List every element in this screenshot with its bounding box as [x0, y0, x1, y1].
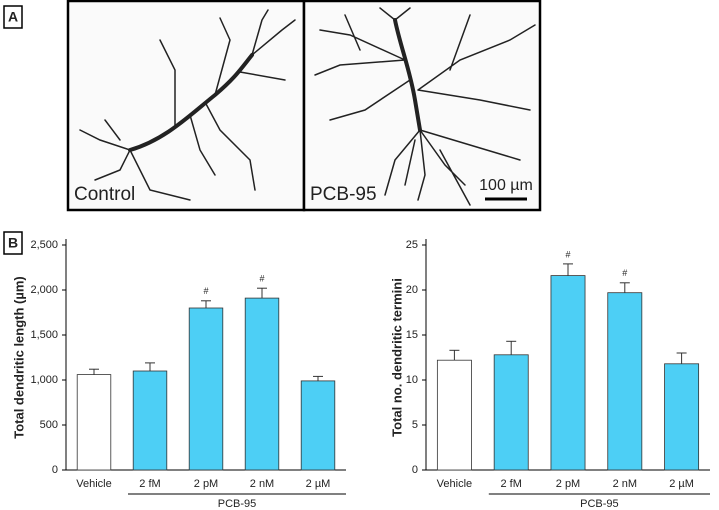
- y-tick-label: 500: [40, 419, 58, 431]
- y-tick-label: 20: [406, 284, 418, 296]
- bar: [132, 370, 168, 471]
- bar: [300, 380, 336, 471]
- y-axis-label: Total no. dendritic termini: [389, 278, 404, 437]
- bar: [436, 359, 472, 471]
- image-frame: [302, 0, 542, 212]
- panel-label: B: [8, 235, 18, 251]
- dendrite: [128, 53, 254, 152]
- x-tick-label: 2 fM: [500, 478, 521, 490]
- panel-label-box: [3, 231, 23, 255]
- bar: [188, 307, 224, 471]
- bar: [493, 354, 529, 471]
- y-axis-label: Total dendritic length (µm): [11, 276, 26, 439]
- bar: [664, 363, 700, 471]
- micrograph-control: Control: [66, 0, 306, 212]
- dendrite: [314, 7, 536, 206]
- y-tick-label: 1,000: [30, 374, 58, 386]
- image-frame: [66, 0, 306, 212]
- bar: [76, 374, 112, 471]
- bar: [244, 297, 280, 471]
- dendrite: [393, 18, 422, 132]
- significance-mark: #: [259, 274, 264, 284]
- y-tick-label: 10: [406, 374, 418, 386]
- significance-mark: #: [622, 268, 627, 278]
- x-tick-label: 2 µM: [669, 478, 694, 490]
- x-tick-label: Vehicle: [76, 478, 111, 490]
- dendrite: [79, 9, 296, 201]
- x-tick-label: 2 nM: [613, 478, 637, 490]
- y-tick-label: 25: [406, 239, 418, 251]
- image-caption: PCB-95: [310, 184, 377, 205]
- scale-bar-label: 100 µm: [479, 177, 533, 194]
- y-tick-label: 0: [412, 464, 418, 476]
- y-tick-label: 0: [52, 464, 58, 476]
- significance-mark: #: [203, 286, 208, 296]
- y-tick-label: 2,500: [30, 239, 58, 251]
- panel-label-box: [3, 5, 23, 29]
- y-tick-label: 1,500: [30, 329, 58, 341]
- y-tick-label: 5: [412, 419, 418, 431]
- group-label: PCB-95: [580, 498, 619, 510]
- micrograph-pcb95: PCB-95 100 µm: [302, 0, 542, 212]
- panel-label: A: [8, 9, 18, 25]
- x-tick-label: 2 pM: [194, 478, 218, 490]
- group-label: PCB-95: [218, 498, 257, 510]
- significance-mark: #: [565, 249, 570, 259]
- x-tick-label: 2 fM: [139, 478, 160, 490]
- x-tick-label: 2 pM: [556, 478, 580, 490]
- x-tick-label: 2 nM: [250, 478, 274, 490]
- image-caption: Control: [74, 184, 135, 205]
- bar: [607, 292, 643, 471]
- y-tick-label: 15: [406, 329, 418, 341]
- x-tick-label: 2 µM: [306, 478, 331, 490]
- y-tick-label: 2,000: [30, 284, 58, 296]
- bar: [550, 275, 586, 471]
- x-tick-label: Vehicle: [437, 478, 472, 490]
